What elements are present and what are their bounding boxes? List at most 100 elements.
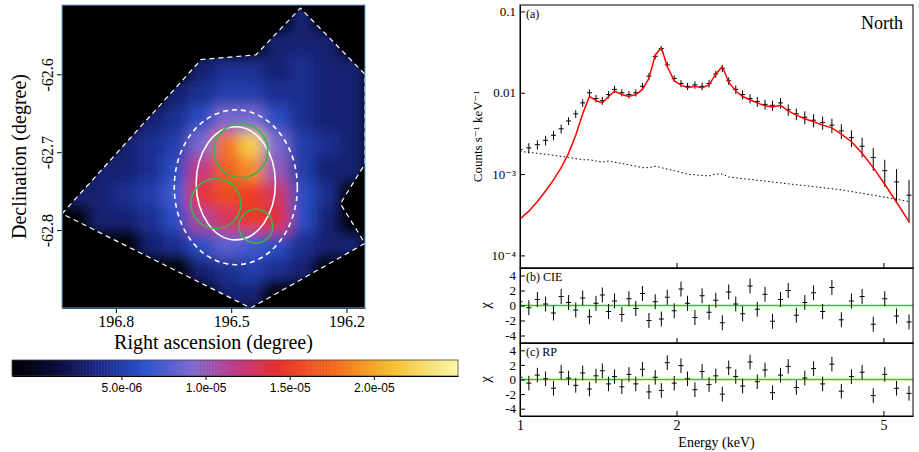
heat-cell xyxy=(163,106,189,132)
colorbar-swatch xyxy=(220,360,223,376)
panel-frame xyxy=(520,343,913,416)
heat-cell xyxy=(264,30,290,56)
colorbar-swatch xyxy=(393,360,396,376)
data-point xyxy=(882,291,887,306)
data-point xyxy=(786,283,791,298)
tick-label: 2 xyxy=(674,418,681,433)
tick-label: -62.8 xyxy=(39,214,56,247)
colorbar-swatch xyxy=(42,360,45,376)
colorbar-swatch xyxy=(170,360,173,376)
data-point xyxy=(685,296,690,311)
axis: 196.8196.5196.2 xyxy=(63,308,366,330)
colorbar-swatch xyxy=(324,360,327,376)
data-point xyxy=(713,369,718,384)
tick-label: 5 xyxy=(880,418,887,433)
tick: 5.0e-06 xyxy=(102,376,143,395)
colorbar-swatch xyxy=(327,360,330,376)
tick: 5 xyxy=(880,411,887,433)
data-point xyxy=(653,370,658,385)
tick-label: 10⁻⁴ xyxy=(492,248,517,263)
y-axis-title: Declination (degree) xyxy=(8,74,31,239)
tick-mark xyxy=(116,308,117,313)
colorbar-swatch xyxy=(452,360,455,376)
tick: 2 xyxy=(674,411,681,433)
data-point xyxy=(659,312,664,327)
data-point xyxy=(535,368,540,383)
colorbar-swatch xyxy=(60,360,63,376)
colorbar-swatch xyxy=(381,360,384,376)
data-point xyxy=(770,101,775,111)
colorbar-swatch xyxy=(396,360,399,376)
data-point xyxy=(713,293,718,308)
tick-label: 2 xyxy=(510,283,517,298)
colorbar-swatch xyxy=(446,360,449,376)
data-point xyxy=(726,361,731,376)
region xyxy=(174,110,297,265)
colorbar-swatch xyxy=(95,360,98,376)
colorbar-swatch xyxy=(68,360,71,376)
data-point xyxy=(692,382,697,397)
data-point xyxy=(907,315,912,330)
data-point xyxy=(794,308,799,323)
colorbar-swatch xyxy=(74,360,77,376)
colorbar-swatch xyxy=(422,360,425,376)
tick-label: 2 xyxy=(510,358,517,373)
colorbar-swatch xyxy=(45,360,48,376)
colorbar-swatch xyxy=(113,360,116,376)
reference-line xyxy=(520,379,913,380)
colorbar-swatch xyxy=(92,360,95,376)
data-point xyxy=(593,369,598,384)
data-point xyxy=(860,289,865,304)
data-point xyxy=(573,303,578,318)
data-point xyxy=(678,358,683,373)
tick-label: -2 xyxy=(505,313,516,328)
heat-cell xyxy=(315,30,341,56)
panel-label: (c) RP xyxy=(526,345,557,359)
colorbar-swatch xyxy=(116,360,119,376)
data-point xyxy=(678,282,683,297)
colorbar-swatch xyxy=(419,360,422,376)
colorbar-swatch xyxy=(39,360,42,376)
data-point xyxy=(820,377,825,392)
colorbar-swatch xyxy=(297,360,300,376)
colorbar-swatch xyxy=(253,360,256,376)
colorbar-swatch xyxy=(315,360,318,376)
data-point xyxy=(633,377,638,392)
tick-mark xyxy=(883,411,884,416)
heat-cell xyxy=(163,232,189,258)
data-point xyxy=(692,310,697,325)
colorbar-swatch xyxy=(226,360,229,376)
colorbar-swatch xyxy=(289,360,292,376)
data-point xyxy=(849,369,854,384)
heat-cell xyxy=(188,258,214,284)
tick-label: 1.5e-05 xyxy=(270,381,311,395)
data-point xyxy=(829,280,834,295)
heat-cell xyxy=(239,283,265,309)
tick-label: 0 xyxy=(510,372,517,387)
panel-frame xyxy=(520,268,913,343)
colorbar-swatch xyxy=(54,360,57,376)
data-point xyxy=(720,387,725,402)
tick-mark xyxy=(520,306,525,307)
colorbar-swatch xyxy=(428,360,431,376)
colorbar-swatch xyxy=(321,360,324,376)
data-point xyxy=(593,296,598,311)
heat-cell xyxy=(188,232,214,258)
heat-cell xyxy=(188,81,214,107)
colorbar-swatch xyxy=(294,360,297,376)
colorbar-swatch xyxy=(280,360,283,376)
model-line xyxy=(520,48,909,222)
heat-cell xyxy=(87,182,113,208)
colorbar-swatch xyxy=(51,360,54,376)
tick-mark xyxy=(883,263,884,268)
colorbar-swatch xyxy=(30,360,33,376)
axis: -62.8-62.7-62.6 xyxy=(39,6,63,309)
data-point xyxy=(573,378,578,393)
colorbar-swatch xyxy=(146,360,149,376)
x-axis-title: Right ascension (degree) xyxy=(114,331,313,354)
colorbar-swatch xyxy=(363,360,366,376)
tick: 1.0e-05 xyxy=(186,376,227,395)
colorbar-swatch xyxy=(244,360,247,376)
tick: 2 xyxy=(510,358,526,373)
reference-line xyxy=(520,305,913,306)
